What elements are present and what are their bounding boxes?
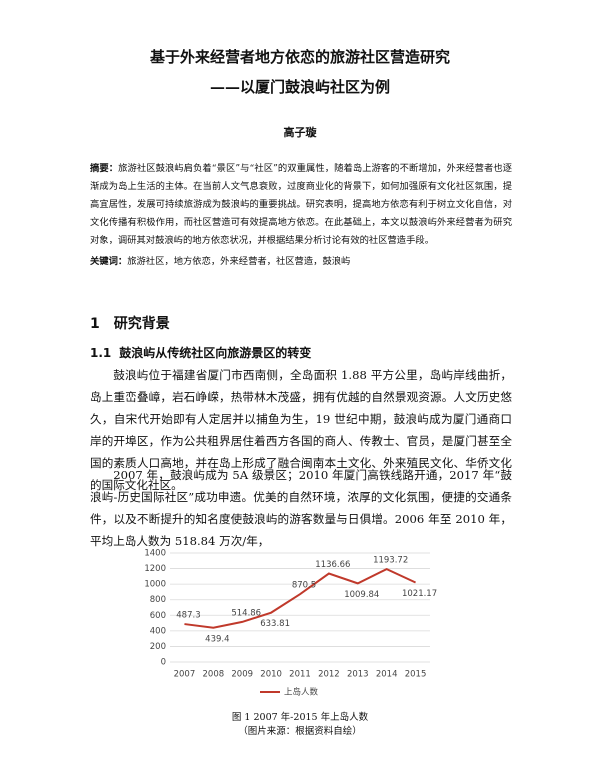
keywords-label: 关键词： (90, 256, 128, 267)
data-label: 439.4 (205, 634, 229, 644)
data-label: 514.86 (231, 608, 261, 618)
title: 基于外来经营者地方依恋的旅游社区营造研究 (149, 48, 450, 66)
author: 高子璇 (283, 126, 317, 139)
x-tick-label: 2008 (203, 670, 225, 680)
abstract-label: 摘要： (90, 163, 119, 174)
paragraph: 2007 年，鼓浪屿成为 5A 级景区；2010 年厦门高铁线路开通，2017 … (90, 468, 512, 548)
subtitle: ——以厦门鼓浪屿社区为例 (209, 78, 390, 96)
figure-source: （图片来源：根据资料自绘） (238, 726, 362, 737)
abstract-text: 旅游社区鼓浪屿肩负着“景区”与“社区”的双重属性，随着岛上游客的不断增加，外来经… (90, 163, 512, 246)
x-tick-label: 2010 (260, 670, 282, 680)
x-tick-label: 2011 (289, 670, 311, 680)
y-tick-label: 400 (150, 626, 166, 636)
data-label: 487.3 (176, 611, 200, 621)
data-label: 633.81 (260, 619, 290, 629)
x-tick-label: 2013 (347, 670, 369, 680)
x-tick-label: 2012 (318, 670, 340, 680)
abstract: 摘要：旅游社区鼓浪屿肩负着“景区”与“社区”的双重属性，随着岛上游客的不断增加，… (90, 160, 512, 250)
y-tick-label: 1400 (144, 549, 166, 559)
y-tick-label: 600 (150, 611, 166, 621)
y-tick-label: 1200 (144, 564, 166, 574)
figure-caption: 图 1 2007 年-2015 年上岛人数 (231, 712, 369, 723)
x-tick-label: 2009 (231, 670, 253, 680)
y-tick-label: 200 (150, 642, 166, 652)
section-number: 1 (90, 316, 100, 332)
data-label: 1136.66 (315, 560, 350, 570)
keywords-text: 旅游社区，地方依恋，外来经营者，社区营造，鼓浪屿 (127, 256, 351, 267)
y-tick-label: 1000 (144, 580, 166, 590)
subsection-heading: 1.1 鼓浪屿从传统社区向旅游景区的转变 (90, 344, 311, 361)
x-tick-label: 2015 (405, 670, 427, 680)
y-tick-label: 800 (150, 595, 166, 605)
legend-label: 上岛人数 (284, 687, 319, 698)
data-label: 1021.17 (402, 589, 437, 599)
subsection-number: 1.1 (90, 346, 112, 360)
paragraph: 鼓浪屿位于福建省厦门市西南侧，全岛面积 1.88 平方公里，岛屿岸线曲折，岛上重… (90, 368, 512, 492)
keywords: 关键词：旅游社区，地方依恋，外来经营者，社区营造，鼓浪屿 (90, 253, 512, 271)
data-label: 870.5 (292, 581, 316, 591)
line (184, 567, 416, 629)
y-tick-label: 0 (161, 658, 166, 668)
data-label: 1009.84 (344, 590, 379, 600)
subsection-title: 鼓浪屿从传统社区向旅游景区的转变 (119, 346, 312, 360)
x-tick-label: 2014 (376, 670, 398, 680)
section-title: 研究背景 (113, 316, 170, 332)
section-heading: 1 研究背景 (90, 313, 170, 333)
data-label: 1193.72 (373, 556, 408, 566)
x-tick-label: 2007 (174, 670, 196, 680)
chart: 0 200 400 600 800 1000 1200 1400 2007 2008 2009 201… (144, 549, 437, 698)
